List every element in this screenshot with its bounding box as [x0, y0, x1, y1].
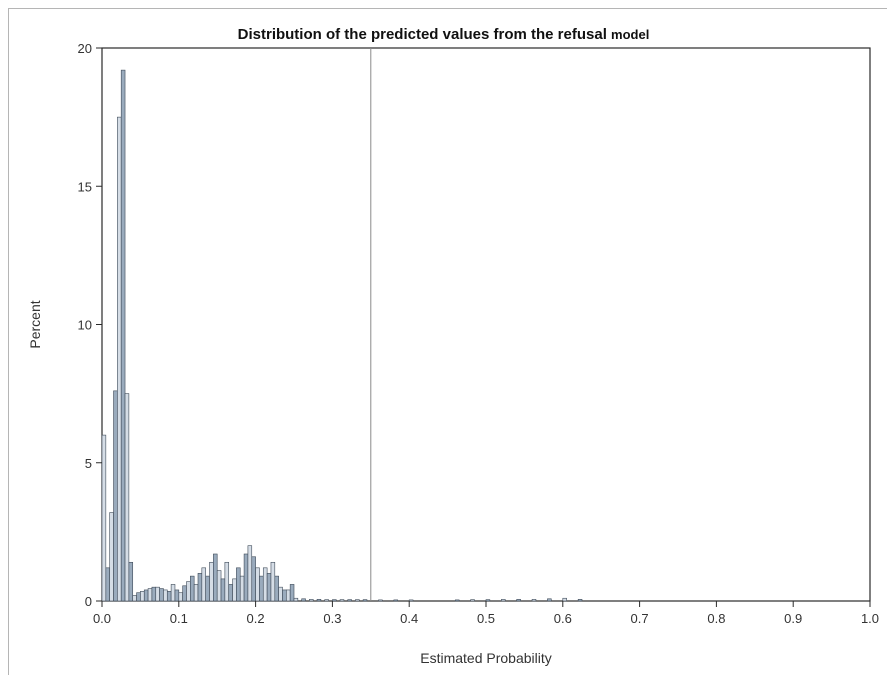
- histogram-bar: [236, 567, 241, 602]
- x-tick-label: 0.3: [323, 611, 341, 626]
- histogram-bar: [113, 390, 118, 602]
- x-tick-label: 0.8: [707, 611, 725, 626]
- histogram-bar: [239, 575, 245, 602]
- x-tick-label: 0.5: [477, 611, 495, 626]
- histogram-bar: [501, 599, 506, 602]
- frame-top-border: [8, 8, 887, 9]
- histogram-bar: [393, 599, 398, 602]
- chart-title-main: Distribution of the predicted values fro…: [237, 26, 607, 43]
- histogram-bar: [213, 553, 218, 602]
- histogram-bar: [101, 434, 107, 602]
- histogram-bar: [163, 589, 168, 602]
- histogram-bar: [117, 116, 122, 602]
- histogram-bar: [170, 584, 176, 602]
- histogram-bar: [293, 597, 299, 602]
- histogram-bar: [278, 586, 283, 602]
- y-tick-label: 10: [78, 318, 92, 333]
- histogram-bar: [216, 570, 222, 602]
- x-tick-label: 0.9: [784, 611, 802, 626]
- histogram-bar: [251, 556, 256, 602]
- histogram-bar: [266, 573, 272, 602]
- histogram-bar: [143, 589, 149, 602]
- frame-left-border: [8, 8, 9, 675]
- histogram-bar: [577, 599, 583, 602]
- histogram-bar: [201, 567, 206, 602]
- histogram-bar: [316, 599, 322, 602]
- histogram-bar: [151, 586, 157, 602]
- histogram-bar: [182, 585, 187, 602]
- histogram-bar: [105, 567, 110, 602]
- histogram-bar: [282, 589, 287, 602]
- histogram-bar: [562, 597, 567, 602]
- histogram-bar: [362, 599, 368, 602]
- y-tick-label: 5: [85, 456, 92, 471]
- histogram-bar: [262, 567, 268, 602]
- histogram-bar: [247, 545, 253, 602]
- histogram-bar: [274, 575, 279, 602]
- x-tick-label: 1.0: [861, 611, 879, 626]
- histogram-bar: [324, 599, 329, 602]
- chart-title-tail: model: [611, 27, 650, 42]
- x-tick-label: 0.1: [170, 611, 188, 626]
- histogram-bar: [347, 599, 352, 602]
- histogram-bar: [339, 599, 345, 602]
- histogram-bar: [378, 599, 383, 602]
- histogram-bar: [155, 586, 160, 602]
- histogram-bar: [209, 561, 214, 602]
- histogram-bar: [485, 599, 491, 602]
- histogram-bar: [190, 575, 195, 602]
- histogram-bar: [205, 575, 210, 602]
- histogram-bar: [159, 588, 164, 602]
- histogram-bar: [136, 592, 141, 602]
- histogram-bar: [186, 581, 191, 602]
- histogram-bar: [228, 584, 233, 602]
- histogram-bar: [197, 573, 203, 602]
- histogram-bar: [232, 578, 237, 602]
- x-axis-title: Estimated Probability: [420, 650, 552, 666]
- chart-title: Distribution of the predicted values fro…: [0, 26, 887, 43]
- histogram-bar: [140, 591, 145, 602]
- histogram-bar: [178, 592, 183, 602]
- plot-area-frame: [101, 47, 871, 602]
- x-tick-label: 0.6: [554, 611, 572, 626]
- histogram-bar: [259, 575, 264, 602]
- x-tick-label: 0.2: [247, 611, 265, 626]
- histogram-bar: [286, 589, 291, 602]
- y-tick-label: 15: [78, 179, 92, 194]
- histogram-bar: [332, 599, 337, 602]
- histogram-bar: [516, 599, 521, 602]
- y-axis-title: Percent: [27, 300, 43, 348]
- y-tick-label: 0: [85, 594, 92, 609]
- histogram-bar: [193, 584, 199, 602]
- histogram-bar: [355, 599, 360, 602]
- histogram-bar: [289, 584, 295, 602]
- histogram-bar: [174, 589, 180, 602]
- histogram-bar: [147, 588, 153, 602]
- histogram-bar: [224, 561, 230, 602]
- histogram-bar: [301, 598, 306, 602]
- x-tick-label: 0.7: [631, 611, 649, 626]
- histogram-bar: [454, 599, 460, 602]
- histogram-bar: [132, 595, 137, 602]
- histogram-bar: [128, 561, 134, 602]
- histogram-bar: [547, 598, 552, 602]
- histogram-bar: [531, 599, 537, 602]
- histogram-bar: [220, 578, 226, 602]
- histogram-bar: [120, 69, 126, 602]
- histogram-bar: [109, 512, 114, 602]
- histogram-bar: [309, 599, 314, 602]
- x-tick-label: 0.0: [93, 611, 111, 626]
- y-tick-label: 20: [78, 41, 92, 56]
- histogram-bar: [124, 393, 130, 602]
- histogram-bar: [270, 561, 276, 602]
- histogram-bar: [166, 591, 172, 602]
- histogram-bar: [408, 599, 414, 602]
- histogram-bar: [243, 553, 249, 602]
- x-tick-label: 0.4: [400, 611, 418, 626]
- histogram-bar: [470, 599, 475, 602]
- histogram-bar: [255, 567, 260, 602]
